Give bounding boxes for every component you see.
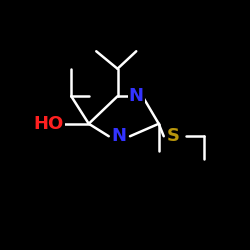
Text: N: N bbox=[129, 87, 144, 105]
Text: N: N bbox=[111, 127, 126, 145]
Text: HO: HO bbox=[34, 115, 64, 133]
Text: S: S bbox=[167, 127, 180, 145]
